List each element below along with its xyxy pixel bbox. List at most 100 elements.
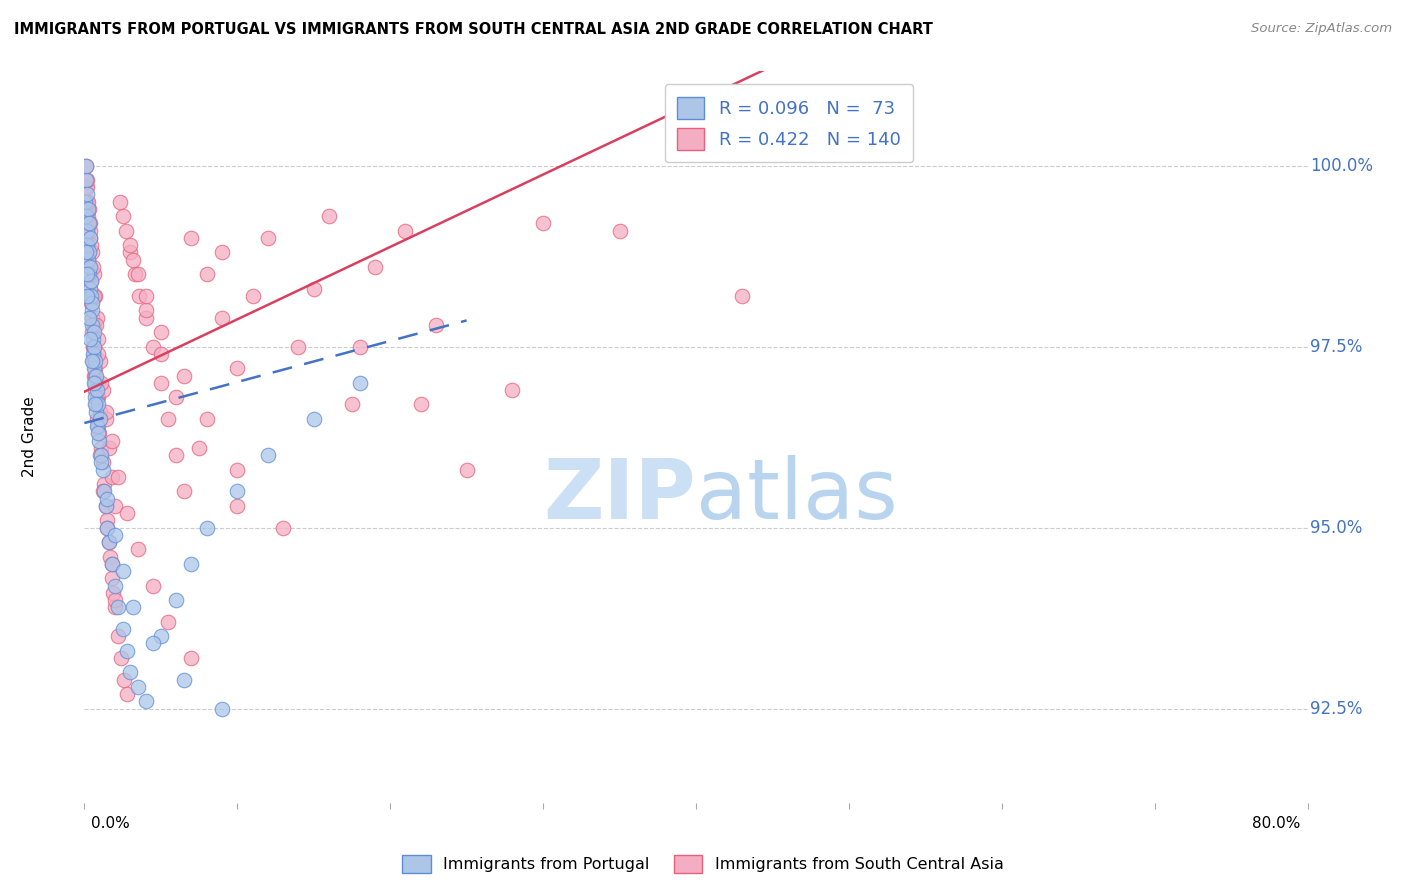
Point — [76, 180, 98, 194]
Point — [287, 340, 309, 354]
Point — [731, 289, 754, 303]
Point — [531, 216, 554, 230]
Point — [79, 282, 101, 296]
Point — [211, 310, 233, 325]
Point — [84, 318, 107, 332]
Text: 95.0%: 95.0% — [1310, 518, 1362, 537]
Point — [409, 397, 432, 411]
Point — [340, 397, 363, 411]
Point — [165, 593, 187, 607]
Point — [114, 224, 136, 238]
Point — [94, 405, 117, 419]
Point — [80, 274, 103, 288]
Point — [84, 361, 107, 376]
Point — [84, 368, 107, 383]
Point — [127, 267, 149, 281]
Point — [111, 209, 134, 223]
Point — [149, 629, 172, 643]
Text: atlas: atlas — [696, 455, 897, 536]
Point — [302, 282, 325, 296]
Point — [318, 209, 340, 223]
Point — [86, 390, 108, 404]
Point — [82, 296, 104, 310]
Point — [173, 484, 195, 499]
Point — [83, 376, 105, 390]
Point — [142, 578, 165, 592]
Text: ZIP: ZIP — [544, 455, 696, 536]
Point — [83, 368, 105, 383]
Point — [101, 434, 124, 448]
Point — [91, 463, 114, 477]
Text: 92.5%: 92.5% — [1310, 699, 1362, 718]
Point — [211, 245, 233, 260]
Point — [79, 289, 101, 303]
Point — [75, 209, 97, 223]
Point — [94, 499, 117, 513]
Point — [80, 238, 103, 252]
Point — [180, 651, 202, 665]
Point — [87, 434, 110, 448]
Point — [173, 673, 195, 687]
Point — [89, 354, 111, 368]
Point — [89, 405, 111, 419]
Point — [112, 673, 135, 687]
Point — [76, 173, 98, 187]
Point — [111, 564, 134, 578]
Point — [135, 303, 157, 318]
Point — [84, 390, 107, 404]
Point — [180, 231, 202, 245]
Point — [96, 520, 118, 534]
Point — [80, 274, 103, 288]
Point — [120, 665, 142, 680]
Legend: Immigrants from Portugal, Immigrants from South Central Asia: Immigrants from Portugal, Immigrants fro… — [395, 848, 1011, 880]
Point — [83, 267, 105, 281]
Point — [107, 600, 129, 615]
Point — [195, 267, 218, 281]
Point — [127, 680, 149, 694]
Point — [84, 397, 107, 411]
Point — [157, 412, 180, 426]
Point — [394, 224, 416, 238]
Point — [101, 571, 124, 585]
Point — [76, 224, 98, 238]
Point — [82, 260, 104, 274]
Point — [82, 354, 104, 368]
Point — [82, 347, 104, 361]
Point — [364, 260, 387, 274]
Point — [76, 202, 98, 216]
Point — [91, 484, 114, 499]
Point — [96, 491, 118, 506]
Point — [89, 412, 111, 426]
Point — [195, 520, 218, 534]
Point — [242, 289, 264, 303]
Point — [157, 615, 180, 629]
Point — [165, 448, 187, 462]
Point — [149, 376, 172, 390]
Point — [115, 687, 138, 701]
Point — [83, 383, 105, 397]
Point — [77, 267, 100, 281]
Point — [77, 252, 100, 267]
Point — [77, 310, 100, 325]
Point — [86, 412, 108, 426]
Point — [76, 267, 98, 281]
Point — [149, 325, 172, 339]
Point — [104, 600, 127, 615]
Point — [76, 209, 98, 223]
Point — [77, 238, 100, 252]
Point — [93, 484, 115, 499]
Point — [124, 267, 146, 281]
Point — [75, 173, 97, 187]
Point — [79, 231, 101, 245]
Point — [142, 340, 165, 354]
Point — [120, 245, 142, 260]
Point — [77, 194, 100, 209]
Point — [271, 520, 294, 534]
Text: 97.5%: 97.5% — [1310, 337, 1362, 356]
Point — [86, 310, 108, 325]
Point — [104, 578, 127, 592]
Point — [96, 520, 118, 534]
Point — [76, 202, 98, 216]
Point — [76, 238, 98, 252]
Point — [135, 694, 157, 708]
